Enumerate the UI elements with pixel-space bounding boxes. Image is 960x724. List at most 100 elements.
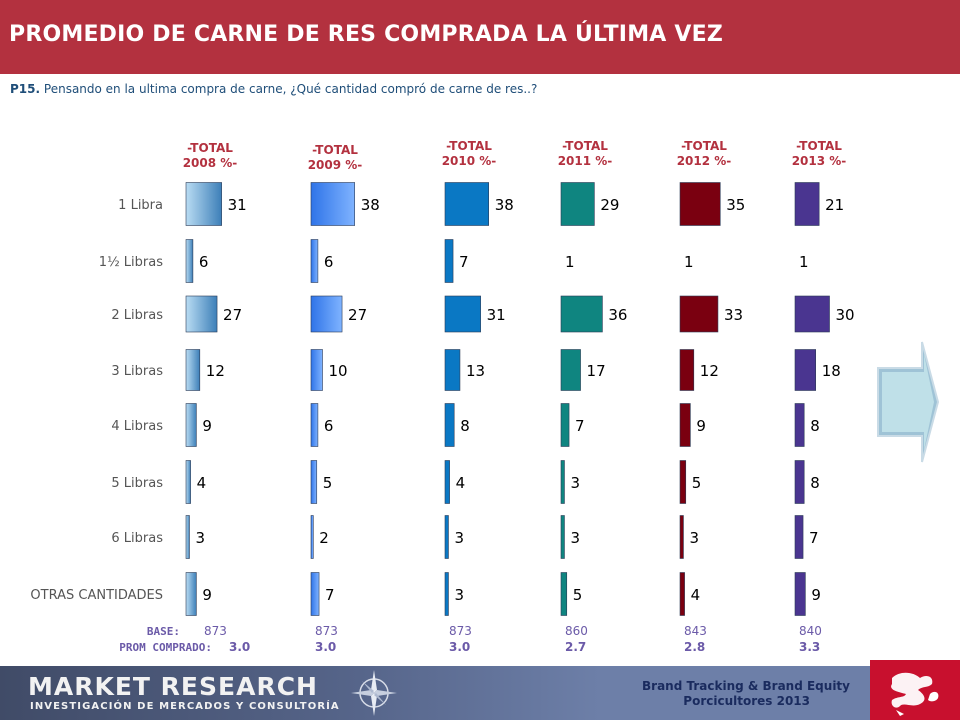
bar-value-label: 10 [329, 362, 348, 380]
bar [444, 182, 490, 226]
question-code: P15. [10, 82, 41, 96]
prom-value: 3.0 [449, 640, 470, 654]
page-title: PROMEDIO DE CARNE DE RES COMPRADA LA ÚLT… [9, 22, 723, 47]
bar [679, 182, 721, 226]
bar [560, 515, 565, 559]
base-value: 843 [684, 624, 707, 638]
bar-value-label: 27 [348, 306, 367, 324]
bar [679, 295, 719, 333]
bar-value-label: 38 [361, 196, 380, 214]
brand-name: MARKET RESEARCH [28, 672, 318, 701]
bar [310, 349, 323, 391]
next-arrow-icon[interactable] [876, 340, 940, 464]
category-label: 4 Libras [111, 419, 163, 434]
bar [679, 515, 684, 559]
bar [444, 403, 455, 447]
series-header-line1: -TOTAL [446, 139, 492, 153]
pig-logo-icon [891, 672, 939, 716]
prom-value: 2.8 [684, 640, 705, 654]
bar-value-label: 5 [323, 474, 333, 492]
bar-value-label: 4 [691, 586, 701, 604]
bar [444, 239, 454, 283]
bar-value-label: 12 [206, 362, 225, 380]
bar-value-label: 6 [324, 253, 334, 271]
bar-value-label: 12 [700, 362, 719, 380]
series-header-line2: 2009 %- [308, 158, 363, 172]
bar [185, 239, 194, 283]
bar [185, 182, 222, 226]
bar [794, 460, 805, 504]
bar-value-label: 2 [319, 529, 329, 547]
bar [185, 295, 218, 333]
bar-value-label: 27 [223, 306, 242, 324]
bar [794, 182, 820, 226]
prom-value: 3.3 [799, 640, 820, 654]
bar-value-label: 1 [684, 253, 694, 271]
bar-value-label: 3 [195, 529, 205, 547]
bar-value-label: 30 [836, 306, 855, 324]
footer-bar: MARKET RESEARCH INVESTIGACIÓN DE MERCADO… [0, 666, 960, 720]
bar-value-label: 7 [575, 417, 585, 435]
bar [310, 460, 318, 504]
bar [444, 349, 461, 391]
bar [185, 572, 197, 616]
bar-value-label: 3 [689, 529, 699, 547]
bar-value-label: 6 [199, 253, 209, 271]
bar-value-label: 8 [810, 417, 820, 435]
series-header-line2: 2008 %- [183, 156, 238, 170]
bar-value-label: 3 [570, 529, 580, 547]
bar-value-label: 7 [459, 253, 469, 271]
bar [794, 403, 805, 447]
bar-value-label: 7 [325, 586, 335, 604]
series-header-line2: 2011 %- [558, 154, 613, 168]
series-header-line2: 2012 %- [677, 154, 732, 168]
bar-value-label: 18 [822, 362, 841, 380]
base-label: BASE: [147, 625, 180, 638]
category-label: OTRAS CANTIDADES [30, 588, 163, 603]
bar [794, 572, 806, 616]
bar [679, 403, 691, 447]
prom-value: 3.0 [229, 640, 250, 654]
bar [444, 295, 481, 333]
brand-tagline: INVESTIGACIÓN DE MERCADOS Y CONSULTORÍA [30, 701, 340, 712]
bar-value-label: 9 [811, 586, 821, 604]
bar [310, 239, 319, 283]
category-label: 1½ Libras [99, 255, 163, 270]
series-header-line2: 2013 %- [792, 154, 847, 168]
bar-value-label: 6 [324, 417, 334, 435]
bar [679, 572, 685, 616]
bar-value-label: 8 [810, 474, 820, 492]
series-header-line1: -TOTAL [187, 141, 233, 155]
series-header-line2: 2010 %- [442, 154, 497, 168]
header-banner: PROMEDIO DE CARNE DE RES COMPRADA LA ÚLT… [0, 0, 960, 74]
base-value: 860 [565, 624, 588, 638]
bar-chart: 1 Libra 1½ Libras 2 Libras 3 Libras 4 Libras… [30, 139, 855, 654]
bar-value-label: 33 [724, 306, 743, 324]
bar-value-label: 38 [495, 196, 514, 214]
series-header-line1: -TOTAL [681, 139, 727, 153]
bar-value-label: 3 [454, 529, 464, 547]
bar [560, 572, 568, 616]
bar-value-label: 9 [202, 586, 212, 604]
bar-value-label: 8 [460, 417, 470, 435]
bar [310, 182, 356, 226]
question-text: P15. Pensando en la ultima compra de car… [10, 82, 537, 96]
bar-value-label: 21 [825, 196, 844, 214]
footer-line-1: Brand Tracking & Brand Equity [642, 679, 850, 693]
bar-value-label: 31 [228, 196, 247, 214]
base-value: 840 [799, 624, 822, 638]
bar-value-label: 5 [692, 474, 702, 492]
bar [185, 403, 197, 447]
series-header-line1: -TOTAL [562, 139, 608, 153]
logo-box [870, 660, 960, 720]
compass-icon [351, 670, 397, 716]
bar-value-label: 1 [799, 253, 809, 271]
bar-value-label: 35 [726, 196, 745, 214]
base-value: 873 [449, 624, 472, 638]
bar-value-label: 13 [466, 362, 485, 380]
bar [444, 460, 450, 504]
bar [185, 515, 190, 559]
category-label: 1 Libra [118, 198, 163, 213]
bar [185, 349, 201, 391]
bar [310, 572, 320, 616]
